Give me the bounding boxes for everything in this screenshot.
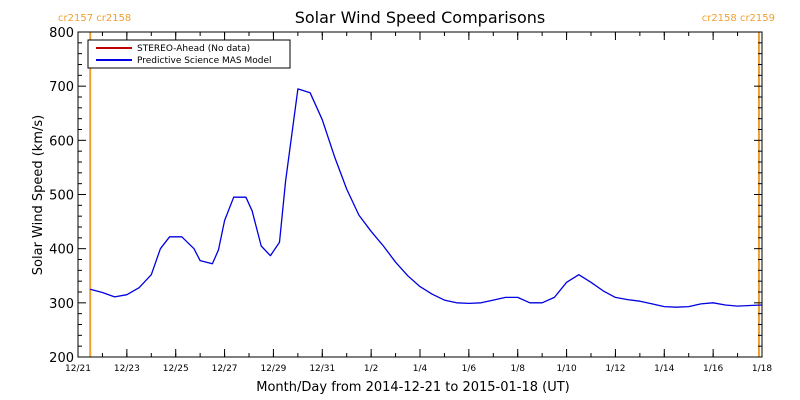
y-axis-label: Solar Wind Speed (km/s)	[31, 115, 46, 275]
plot-frame	[77, 31, 763, 358]
carrington-label: cr2158 cr2159	[702, 13, 775, 24]
x-axis-label: Month/Day from 2014-12-21 to 2015-01-18 …	[256, 380, 569, 395]
x-tick-label: 1/12	[605, 364, 625, 374]
x-tick-label: 1/10	[556, 364, 576, 374]
x-tick-label: 1/2	[364, 364, 378, 374]
y-tick-label: 200	[49, 351, 74, 366]
y-tick-label: 500	[49, 189, 74, 204]
x-tick-label: 12/31	[309, 364, 335, 374]
x-tick-label: 12/21	[65, 364, 91, 374]
x-tick-label: 1/8	[510, 364, 525, 374]
x-tick-label: 1/14	[654, 364, 674, 374]
y-tick-label: 400	[49, 243, 74, 258]
legend: STEREO-Ahead (No data) Predictive Science…	[87, 39, 291, 69]
x-tick-label: 12/23	[114, 364, 140, 374]
chart-title: Solar Wind Speed Comparisons	[295, 8, 546, 27]
legend-box	[87, 39, 291, 69]
y-tick-label: 300	[49, 297, 74, 312]
legend-label: Predictive Science MAS Model	[137, 56, 272, 66]
x-tick-label: 12/29	[260, 364, 286, 374]
y-tick-label: 600	[49, 134, 74, 149]
x-tick-label: 1/18	[752, 364, 772, 374]
legend-label: STEREO-Ahead (No data)	[137, 44, 250, 54]
y-tick-label: 800	[49, 26, 74, 41]
y-tick-label: 700	[49, 80, 74, 95]
x-tick-label: 12/25	[163, 364, 189, 374]
plot-area: 200 300 400 500 600 700 800 12/21 12/23 12/25 12/2…	[49, 26, 772, 374]
x-tick-label: 1/16	[703, 364, 723, 374]
carrington-label: cr2157 cr2158	[58, 13, 131, 24]
x-tick-label: 1/6	[462, 364, 477, 374]
series-line-0	[90, 88, 763, 308]
x-tick-label: 1/4	[413, 364, 428, 374]
x-tick-label: 12/27	[212, 364, 238, 374]
